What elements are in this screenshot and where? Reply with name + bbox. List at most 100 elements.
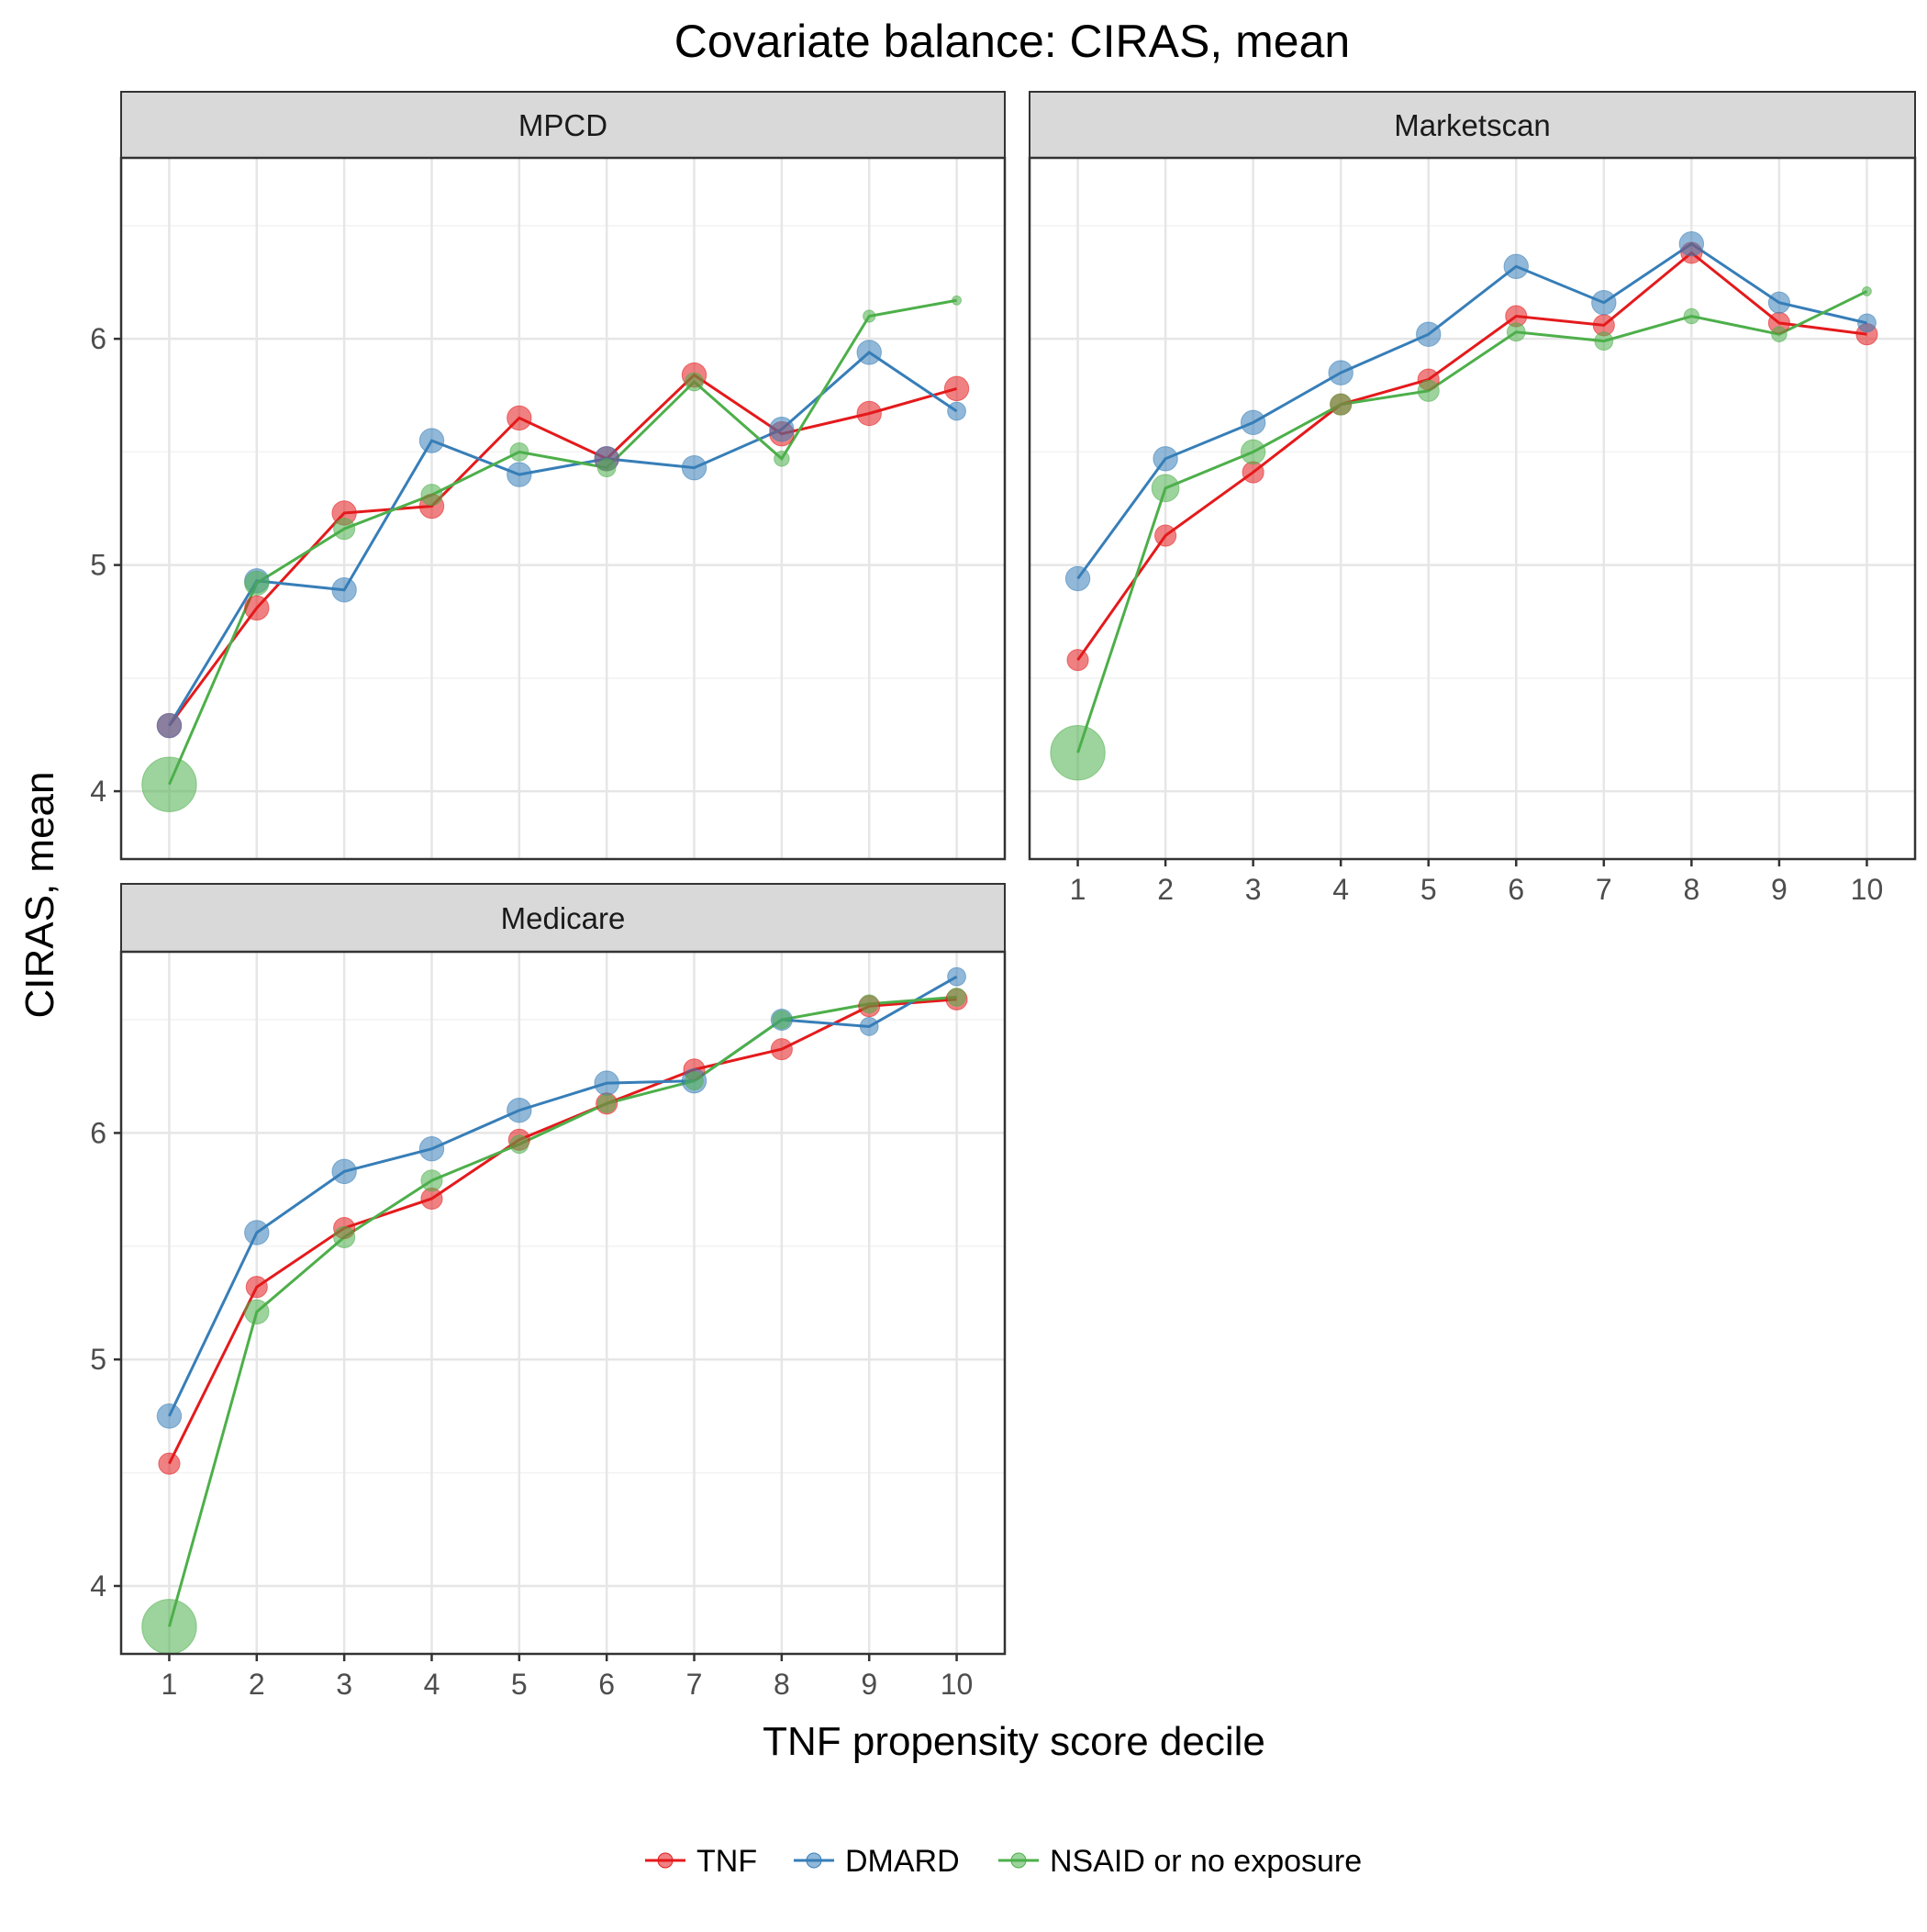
data-point xyxy=(1240,409,1266,436)
panel-medicare: Medicare 4 5 6 1 2 3 4 5 6 7 8 9 10 xyxy=(90,883,1007,1701)
x-tick-label: 10 xyxy=(1851,873,1884,906)
data-point xyxy=(1151,474,1180,503)
data-point xyxy=(1678,230,1705,257)
legend-item-nsaid-or-no-exposure: NSAID or no exposure xyxy=(998,1844,1362,1879)
data-point xyxy=(1506,322,1526,342)
x-tick-label: 9 xyxy=(1771,873,1788,906)
data-point xyxy=(1153,446,1178,472)
legend-label: DMARD xyxy=(845,1844,960,1879)
x-tick-label: 5 xyxy=(511,1668,528,1701)
legend-label: NSAID or no exposure xyxy=(1050,1844,1362,1879)
legend: TNF DMARD NSAID or no exposure xyxy=(645,1844,1362,1879)
data-point xyxy=(509,1134,529,1155)
series-line-dmard xyxy=(168,351,958,727)
data-point xyxy=(856,400,882,427)
legend-key-point xyxy=(806,1852,822,1869)
data-point xyxy=(594,1070,619,1096)
x-tick-label: 7 xyxy=(1596,873,1612,906)
data-point xyxy=(507,1098,532,1123)
data-point xyxy=(596,458,617,478)
data-point xyxy=(1154,524,1177,547)
facet-strip xyxy=(1029,91,1916,159)
data-point xyxy=(333,1225,356,1248)
x-axis-title: TNF propensity score decile xyxy=(763,1719,1265,1764)
data-point xyxy=(244,1220,270,1245)
data-point xyxy=(141,1599,197,1655)
data-point xyxy=(418,1135,445,1162)
data-point xyxy=(1417,379,1440,402)
legend-item-tnf: TNF xyxy=(645,1844,757,1879)
data-point xyxy=(509,441,529,462)
data-point xyxy=(420,484,443,507)
data-point xyxy=(1594,331,1614,352)
series-line-nsaid-or-no-exposure xyxy=(167,995,957,1627)
data-point xyxy=(943,375,970,402)
data-point xyxy=(244,1299,270,1325)
series-line-tnf xyxy=(1076,251,1867,661)
legend-key-point xyxy=(1010,1852,1027,1869)
x-tick-label: 9 xyxy=(861,1668,877,1701)
series-line-dmard xyxy=(1076,241,1867,580)
x-tick-label: 2 xyxy=(1157,873,1174,906)
data-point xyxy=(774,451,790,467)
data-point xyxy=(158,1452,181,1475)
data-point xyxy=(141,756,197,812)
panel-border xyxy=(1028,156,1917,861)
x-tick-label: 3 xyxy=(336,1668,352,1701)
data-point xyxy=(1857,313,1877,333)
data-point xyxy=(1683,307,1700,325)
data-point xyxy=(685,372,704,392)
legend-item-dmard: DMARD xyxy=(794,1844,960,1879)
plot-background xyxy=(1030,158,1915,859)
series-line-tnf xyxy=(168,373,957,727)
data-point xyxy=(770,1038,793,1061)
x-tick-label: 2 xyxy=(249,1668,265,1701)
data-point xyxy=(863,309,876,323)
data-point xyxy=(1240,439,1266,465)
data-point xyxy=(1050,724,1106,781)
x-tick-label: 1 xyxy=(1070,873,1086,906)
x-tick-label: 6 xyxy=(1508,873,1524,906)
panel-marketscan: Marketscan 1 2 3 4 5 6 7 8 9 10 xyxy=(1028,91,1917,906)
plot-background xyxy=(121,158,1005,859)
x-tick-label: 5 xyxy=(1420,873,1437,906)
series-line-nsaid-or-no-exposure xyxy=(1076,290,1868,754)
panels-layer: MPCD 4 5 6 Marketscan 1 2 3 4 5 6 7 8 9 10 Medicare 4 5 6 1… xyxy=(90,91,1917,1701)
data-point xyxy=(507,462,532,487)
data-point xyxy=(333,518,356,541)
x-tick-label: 8 xyxy=(1683,873,1699,906)
data-point xyxy=(681,454,707,481)
data-point xyxy=(1771,326,1788,342)
series-line-tnf xyxy=(168,998,957,1465)
y-tick-label: 4 xyxy=(90,1569,106,1603)
data-point xyxy=(244,570,270,597)
facet-label: MPCD xyxy=(518,108,607,142)
legend-label: TNF xyxy=(696,1844,757,1879)
data-point xyxy=(420,1169,443,1192)
data-point xyxy=(1328,360,1353,385)
y-tick-label: 4 xyxy=(90,775,106,808)
data-point xyxy=(244,595,270,621)
y-tick-label: 5 xyxy=(90,1343,106,1376)
data-point xyxy=(1416,321,1442,347)
data-point xyxy=(947,966,966,987)
facet-strip xyxy=(120,883,1006,953)
legend-key-point xyxy=(657,1852,674,1869)
data-point xyxy=(947,401,966,421)
x-tick-label: 4 xyxy=(1332,873,1349,906)
data-point xyxy=(947,987,966,1007)
x-tick-label: 3 xyxy=(1245,873,1262,906)
data-point xyxy=(331,1158,357,1185)
data-point xyxy=(156,1403,183,1429)
data-point xyxy=(769,417,795,442)
x-tick-label: 1 xyxy=(162,1668,178,1701)
data-point xyxy=(856,340,882,365)
data-point xyxy=(859,994,879,1014)
data-point xyxy=(507,405,532,431)
data-point xyxy=(1064,565,1091,592)
data-point xyxy=(1242,461,1264,484)
data-point xyxy=(1330,393,1353,416)
panel-border xyxy=(119,950,1007,1656)
